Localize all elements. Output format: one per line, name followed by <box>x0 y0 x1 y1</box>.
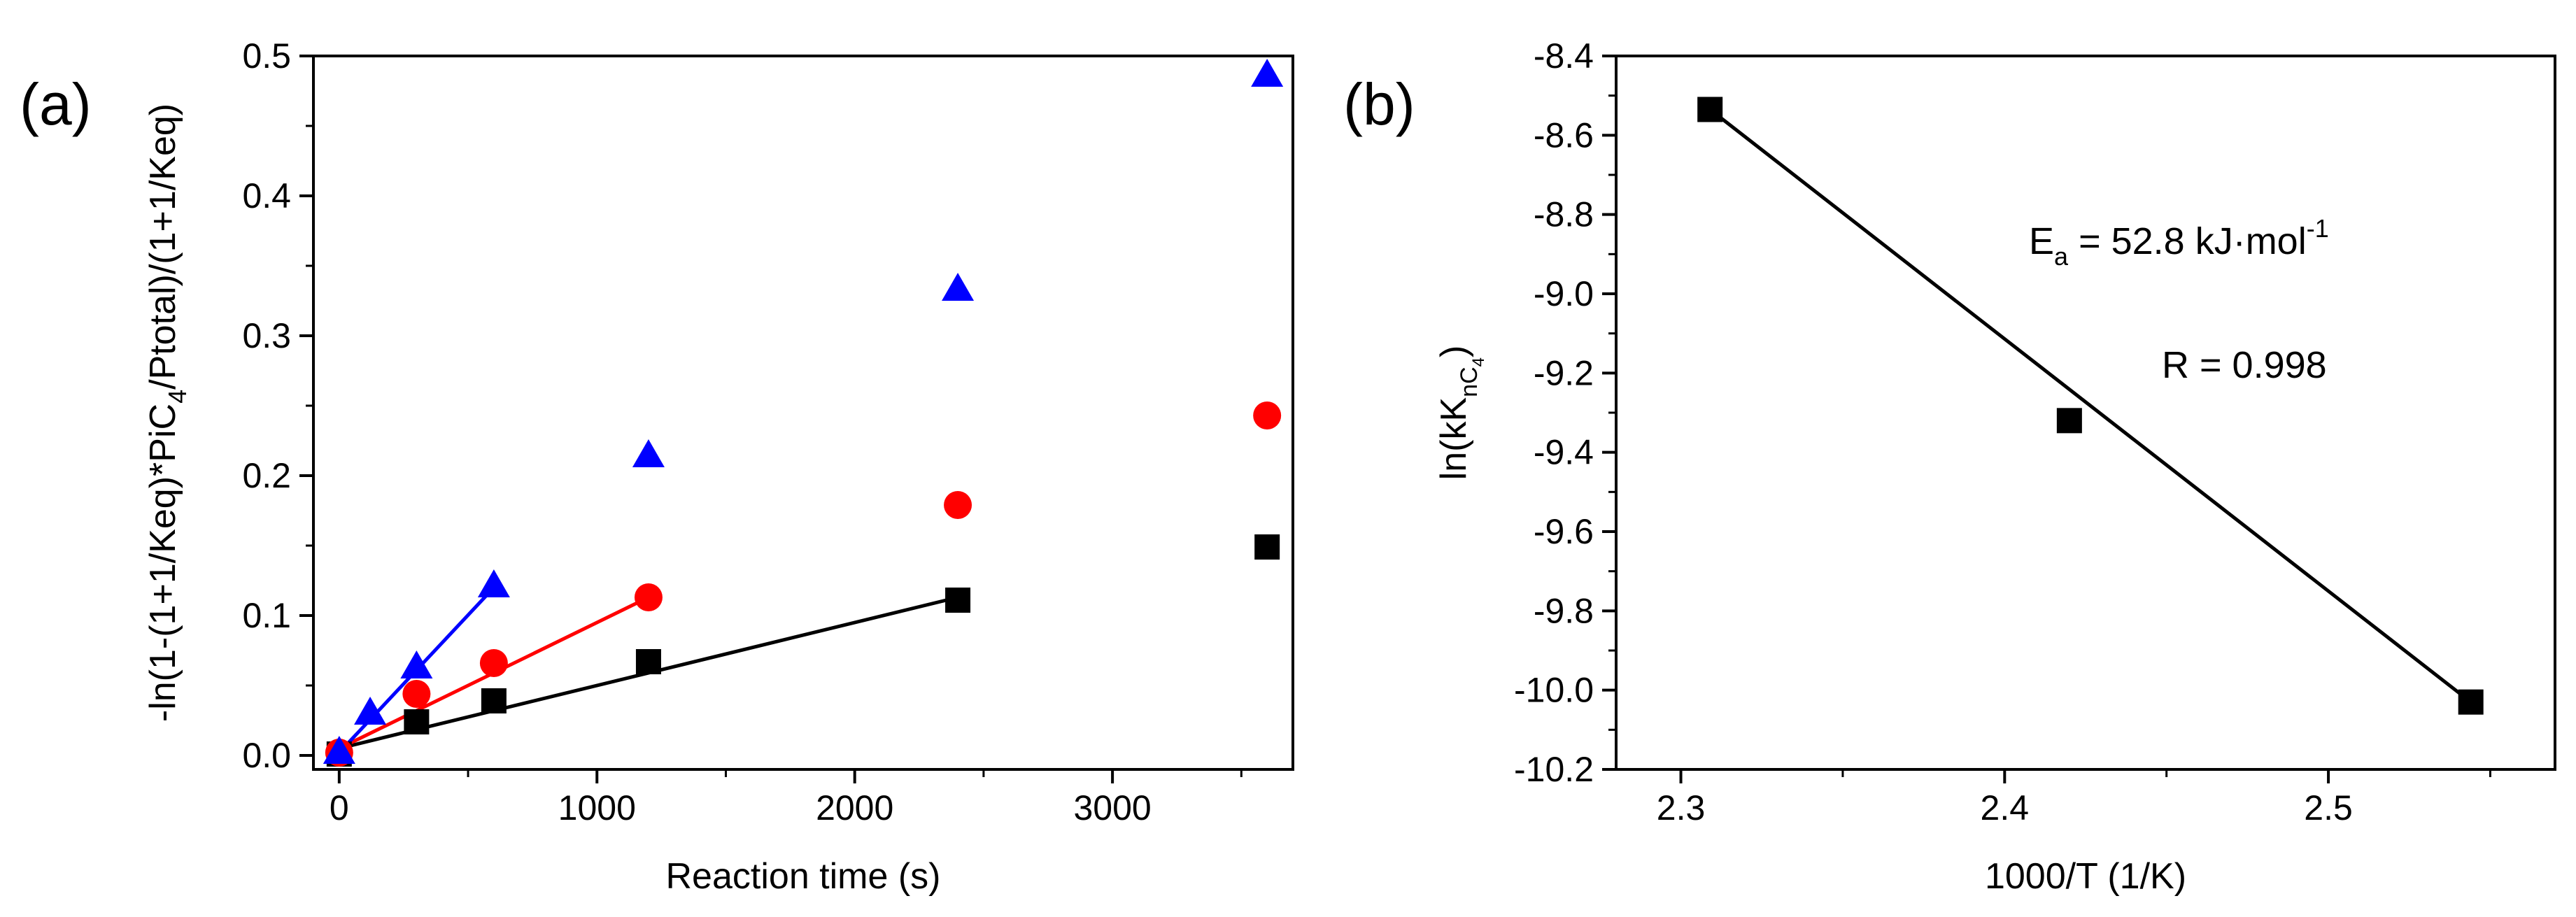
y-tick-label: -8.4 <box>1534 36 1594 76</box>
data-point-triangle <box>400 651 433 678</box>
fit-lines-b <box>1708 108 2472 704</box>
data-point-circle <box>1253 401 1282 429</box>
y-tick-label: -8.6 <box>1534 115 1594 155</box>
x-tick-label: 2000 <box>816 788 893 827</box>
data-point-circle <box>944 491 972 519</box>
data-point-square <box>945 588 971 613</box>
data-point-square <box>2056 408 2082 434</box>
y-tick-label: 0.1 <box>242 596 291 635</box>
panel-label-a: (a) <box>20 71 92 137</box>
r-value-annotation: R = 0.998 <box>2162 344 2327 386</box>
y-tick-label: -9.6 <box>1534 512 1594 551</box>
y-tick-label: -9.8 <box>1534 591 1594 630</box>
data-point-circle <box>402 680 431 708</box>
x-axis-label-b: 1000/T (1/K) <box>1985 856 2186 897</box>
data-point-triangle <box>942 273 975 301</box>
y-tick-label: -9.0 <box>1534 274 1594 313</box>
data-point-triangle <box>323 736 355 764</box>
x-tick-label: 2.4 <box>1981 788 2030 827</box>
y-tick-label: -9.4 <box>1534 433 1594 472</box>
activation-energy-annotation: Ea = 52.8 kJ·mol-1 <box>2029 214 2329 271</box>
data-point-triangle <box>1251 59 1284 87</box>
data-point-triangle <box>477 569 510 597</box>
y-tick-label: 0.5 <box>242 36 291 76</box>
y-axis-label-b: ln(kKnC4) <box>1434 346 1488 481</box>
x-tick-label: 2.3 <box>1657 788 1706 827</box>
panel-label-b: (b) <box>1343 71 1415 137</box>
x-tick-label: 3000 <box>1073 788 1151 827</box>
x-tick-label: 0 <box>330 788 349 827</box>
x-tick-label: 1000 <box>558 788 636 827</box>
data-point-square <box>1254 534 1280 560</box>
x-axis-label-a: Reaction time (s) <box>666 856 941 897</box>
plot-frame-a <box>312 55 1294 771</box>
y-tick-label: -8.8 <box>1534 195 1594 234</box>
data-point-triangle <box>632 439 665 467</box>
data-points-a <box>323 59 1284 767</box>
data-point-circle <box>634 583 663 611</box>
data-point-square <box>635 649 661 674</box>
data-points-b <box>1697 97 2484 715</box>
axis-ticks-a: 0 1000 2000 3000 0.0 0.1 0.2 0.3 0.4 0.5 <box>242 36 1243 827</box>
plot-frame-b <box>1615 55 2556 771</box>
y-tick-label: 0.3 <box>242 316 291 355</box>
data-point-square <box>1697 97 1723 122</box>
axis-ticks-b: 2.3 2.4 2.5 -8.4 -8.6 -8.8 -9.0 -9.2 -9.4 -9.6 -9.… <box>1514 36 2491 827</box>
data-point-triangle <box>354 697 387 725</box>
data-point-square <box>481 688 507 713</box>
y-tick-label: 0.4 <box>242 176 291 215</box>
data-point-square <box>2458 689 2484 715</box>
y-tick-label: 0.2 <box>242 456 291 495</box>
chart-a: (a) 0 1000 2000 3000 0.0 0.1 0.2 0.3 0.4 0.5 Reac… <box>20 36 1294 897</box>
fit-line-ln-kk- <box>1708 108 2472 704</box>
y-tick-label: -10.2 <box>1514 750 1594 789</box>
x-tick-label: 2.5 <box>2304 788 2353 827</box>
y-tick-label: -10.0 <box>1514 671 1594 710</box>
y-tick-label: 0.0 <box>242 736 291 775</box>
y-tick-label: -9.2 <box>1534 353 1594 392</box>
chart-b: (b) 2.3 2.4 2.5 -8.4 -8.6 -8.8 -9.0 -9.2 -9.4 -9.… <box>1343 36 2556 897</box>
y-axis-label-a: -ln(1-(1+1/Keq)*PiC4/Ptotal)/(1+1/Keq) <box>143 104 192 722</box>
data-point-square <box>404 709 430 734</box>
data-point-circle <box>479 649 508 677</box>
